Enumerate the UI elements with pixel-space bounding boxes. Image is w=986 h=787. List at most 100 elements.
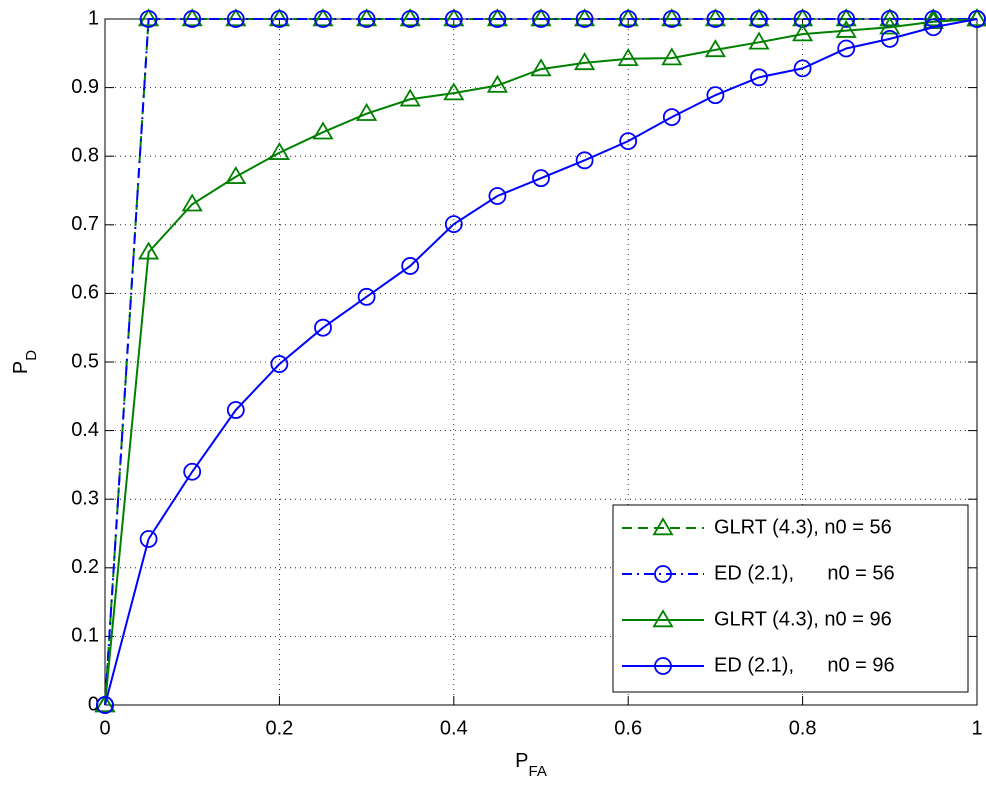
legend-marker	[652, 517, 674, 536]
y-tick-label: 0.4	[71, 419, 99, 441]
legend-marker	[654, 565, 672, 583]
x-tick-label: 0.6	[614, 717, 642, 739]
marker	[96, 696, 114, 714]
marker	[357, 287, 376, 306]
marker	[270, 355, 289, 373]
marker	[617, 8, 639, 27]
x-tick-label: 0.4	[440, 717, 468, 739]
marker	[314, 10, 332, 28]
marker	[879, 8, 901, 27]
marker	[704, 39, 726, 58]
marker	[268, 8, 290, 27]
legend: GLRT (4.3), n0 = 56 ED (2.1), n0 = 56 GLRT…	[612, 504, 969, 693]
marker	[662, 108, 681, 126]
marker	[356, 8, 378, 27]
y-tick-label: 0.2	[71, 556, 99, 578]
marker	[226, 401, 245, 419]
marker	[270, 10, 289, 28]
marker	[575, 151, 594, 170]
marker	[837, 39, 856, 58]
marker	[532, 10, 550, 28]
marker	[181, 193, 203, 212]
x-label-sub: FA	[529, 763, 547, 780]
marker	[314, 318, 332, 337]
marker	[748, 8, 770, 27]
x-tick-label: 0	[99, 717, 110, 739]
marker	[661, 47, 683, 66]
y-tick-label: 0.7	[71, 213, 99, 235]
marker	[706, 86, 725, 105]
marker	[225, 8, 247, 27]
y-tick-label: 0.9	[71, 76, 99, 98]
marker	[225, 166, 247, 184]
marker	[837, 10, 856, 28]
marker	[575, 10, 594, 28]
marker	[750, 68, 768, 87]
marker	[574, 52, 596, 71]
legend-marker	[652, 609, 674, 628]
marker	[619, 132, 638, 151]
marker	[793, 59, 812, 78]
marker	[486, 74, 508, 93]
marker	[139, 530, 158, 548]
x-axis-label: PFA	[515, 750, 547, 780]
series-line	[104, 18, 977, 706]
marker	[312, 121, 334, 140]
y-tick-label: 0.3	[71, 487, 99, 509]
x-tick-label: 0.8	[789, 717, 817, 739]
marker	[183, 462, 202, 481]
marker	[532, 169, 550, 188]
marker	[183, 10, 202, 28]
marker	[444, 10, 463, 28]
marker	[750, 10, 768, 28]
marker	[704, 8, 726, 27]
y-tick-label: 0	[88, 693, 99, 715]
marker	[488, 10, 507, 28]
marker	[748, 31, 770, 50]
marker	[530, 58, 552, 77]
marker	[530, 8, 552, 27]
marker	[835, 19, 857, 38]
marker	[619, 10, 638, 28]
marker	[661, 8, 683, 27]
marker	[399, 8, 421, 27]
legend-marker	[654, 657, 672, 675]
marker	[793, 10, 812, 28]
marker	[138, 241, 160, 260]
y-tick-label: 0.1	[71, 625, 99, 647]
marker	[399, 88, 421, 107]
x-label-main: P	[515, 750, 528, 772]
legend-label: ED (2.1), n0 = 56	[714, 562, 895, 584]
series-line	[104, 18, 978, 706]
legend-label: ED (2.1), n0 = 96	[714, 654, 895, 676]
marker	[706, 10, 725, 28]
legend-box	[612, 504, 969, 693]
marker	[356, 102, 378, 121]
marker	[401, 257, 420, 275]
legend-label: GLRT (4.3), n0 = 96	[714, 608, 892, 630]
marker	[312, 8, 334, 27]
marker	[922, 8, 944, 27]
y-axis-label: PD	[10, 350, 40, 374]
y-tick-label: 0.5	[71, 350, 99, 372]
marker	[792, 23, 814, 42]
marker	[662, 10, 681, 28]
marker	[617, 48, 639, 66]
marker	[486, 8, 508, 27]
x-tick-label: 1	[971, 717, 982, 739]
marker	[968, 10, 986, 28]
y-tick-label: 1	[88, 7, 99, 29]
marker	[139, 10, 158, 28]
marker	[574, 8, 596, 27]
marker	[181, 8, 203, 27]
marker	[924, 18, 943, 37]
marker	[966, 8, 986, 27]
y-label-sub: D	[23, 350, 40, 361]
y-tick-label: 0.6	[71, 282, 99, 304]
marker	[879, 16, 901, 35]
marker	[880, 29, 899, 48]
marker	[268, 141, 290, 160]
marker	[138, 8, 160, 27]
marker	[835, 8, 857, 27]
